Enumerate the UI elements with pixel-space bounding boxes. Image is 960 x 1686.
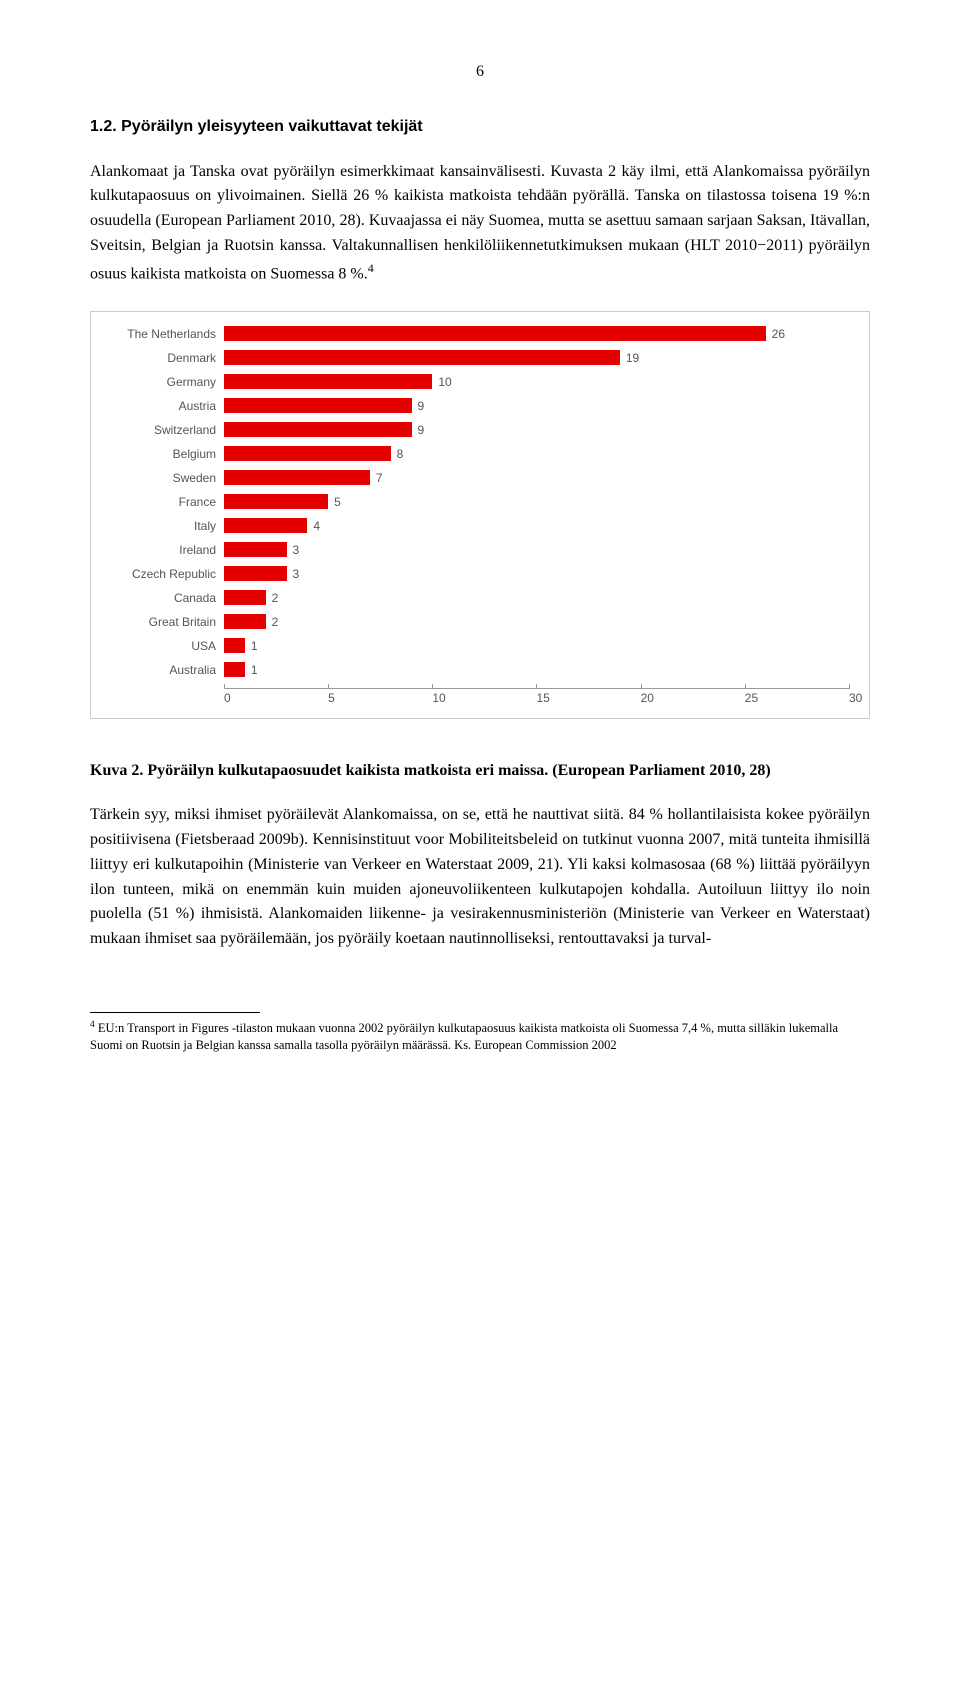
chart-bar-area: 5 (224, 490, 849, 514)
footnote-rule (90, 1012, 260, 1013)
paragraph-1-text: Alankomaat ja Tanska ovat pyöräilyn esim… (90, 163, 870, 283)
chart-bar-area: 1 (224, 658, 849, 682)
chart-bar-area: 3 (224, 538, 849, 562)
chart-bar-area: 9 (224, 394, 849, 418)
chart-bar (224, 374, 432, 389)
x-axis-tick: 20 (641, 689, 745, 708)
chart-value-label: 5 (334, 493, 341, 512)
figure-caption-text: Kuva 2. Pyöräilyn kulkutapaosuudet kaiki… (90, 762, 771, 779)
chart-country-label: Germany (101, 373, 224, 392)
chart-bar-area: 2 (224, 610, 849, 634)
chart-country-label: Austria (101, 397, 224, 416)
chart-row: The Netherlands 26 (101, 322, 849, 346)
section-heading: 1.2. Pyöräilyn yleisyyteen vaikuttavat t… (90, 115, 870, 140)
chart-bar (224, 470, 370, 485)
chart-bar (224, 566, 287, 581)
chart-country-label: The Netherlands (101, 325, 224, 344)
chart-bar-area: 2 (224, 586, 849, 610)
chart-bar-area: 26 (224, 322, 849, 346)
chart-row: Canada 2 (101, 586, 849, 610)
chart-bar-area: 4 (224, 514, 849, 538)
footnote-text: EU:n Transport in Figures -tilaston muka… (90, 1021, 838, 1052)
chart-bar (224, 662, 245, 677)
chart-value-label: 2 (272, 613, 279, 632)
chart-row: Czech Republic 3 (101, 562, 849, 586)
chart-bar-area: 9 (224, 418, 849, 442)
chart-bar (224, 614, 266, 629)
chart-bar-area: 1 (224, 634, 849, 658)
chart-bar (224, 590, 266, 605)
chart-country-label: USA (101, 637, 224, 656)
chart-value-label: 1 (251, 637, 258, 656)
chart-bar (224, 638, 245, 653)
chart-country-label: Denmark (101, 349, 224, 368)
chart-value-label: 26 (772, 325, 785, 344)
x-axis-tick: 10 (432, 689, 536, 708)
chart-country-label: Italy (101, 517, 224, 536)
chart-row: Belgium 8 (101, 442, 849, 466)
x-axis-tick: 15 (536, 689, 640, 708)
chart-row: Australia 1 (101, 658, 849, 682)
chart-country-label: Canada (101, 589, 224, 608)
chart-value-label: 2 (272, 589, 279, 608)
chart-bar (224, 326, 766, 341)
chart-value-label: 10 (438, 373, 451, 392)
chart-row: Germany 10 (101, 370, 849, 394)
chart-country-label: Sweden (101, 469, 224, 488)
chart-value-label: 9 (418, 397, 425, 416)
chart-country-label: France (101, 493, 224, 512)
footnote: 4 EU:n Transport in Figures -tilaston mu… (90, 1019, 870, 1054)
chart-row: Switzerland 9 (101, 418, 849, 442)
chart-country-label: Belgium (101, 445, 224, 464)
chart-value-label: 1 (251, 661, 258, 680)
chart-bar-area: 19 (224, 346, 849, 370)
chart-value-label: 19 (626, 349, 639, 368)
chart-value-label: 9 (418, 421, 425, 440)
chart-bar-area: 8 (224, 442, 849, 466)
chart-row: Austria 9 (101, 394, 849, 418)
chart-bar-area: 10 (224, 370, 849, 394)
chart-value-label: 4 (313, 517, 320, 536)
chart-bar (224, 542, 287, 557)
chart-bar (224, 446, 391, 461)
cycling-share-chart: The Netherlands26Denmark19Germany10Austr… (90, 311, 870, 719)
chart-row: USA 1 (101, 634, 849, 658)
x-axis-tick: 25 (745, 689, 849, 708)
figure-caption: Kuva 2. Pyöräilyn kulkutapaosuudet kaiki… (90, 759, 870, 784)
chart-bar (224, 350, 620, 365)
chart-country-label: Great Britain (101, 613, 224, 632)
paragraph-2: Tärkein syy, miksi ihmiset pyöräilevät A… (90, 803, 870, 952)
chart-row: Sweden 7 (101, 466, 849, 490)
chart-country-label: Australia (101, 661, 224, 680)
chart-country-label: Ireland (101, 541, 224, 560)
chart-bar (224, 518, 307, 533)
x-axis-tick: 5 (328, 689, 432, 708)
chart-bar-area: 3 (224, 562, 849, 586)
chart-value-label: 3 (293, 541, 300, 560)
footnote-ref: 4 (368, 261, 374, 275)
chart-bar (224, 494, 328, 509)
chart-value-label: 7 (376, 469, 383, 488)
chart-row: Denmark 19 (101, 346, 849, 370)
chart-row: Ireland 3 (101, 538, 849, 562)
chart-country-label: Czech Republic (101, 565, 224, 584)
chart-bar (224, 422, 412, 437)
chart-bar-area: 7 (224, 466, 849, 490)
paragraph-1: Alankomaat ja Tanska ovat pyöräilyn esim… (90, 160, 870, 287)
chart-country-label: Switzerland (101, 421, 224, 440)
chart-value-label: 3 (293, 565, 300, 584)
chart-bar (224, 398, 412, 413)
chart-row: Great Britain 2 (101, 610, 849, 634)
chart-row: France 5 (101, 490, 849, 514)
page-number: 6 (90, 60, 870, 85)
chart-value-label: 8 (397, 445, 404, 464)
chart-row: Italy 4 (101, 514, 849, 538)
x-axis-tick: 0 (224, 689, 328, 708)
